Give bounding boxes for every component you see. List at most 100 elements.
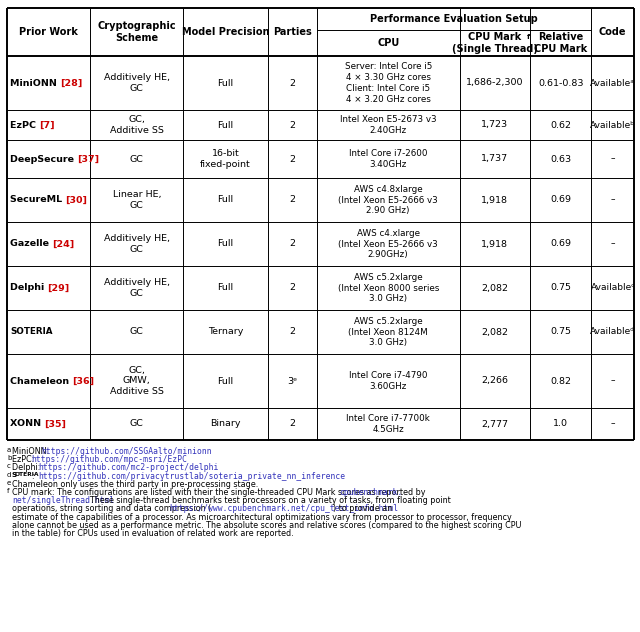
Text: [7]: [7]	[39, 121, 55, 130]
Text: 1,737: 1,737	[481, 154, 508, 164]
Text: Full: Full	[218, 284, 234, 293]
Text: GC: GC	[130, 154, 144, 164]
Text: net/singleThread.html: net/singleThread.html	[12, 496, 115, 505]
Text: f: f	[7, 488, 10, 494]
Text: 0.69: 0.69	[550, 240, 571, 248]
Text: Intel Xeon E5-2673 v3
2.40GHz: Intel Xeon E5-2673 v3 2.40GHz	[340, 115, 436, 135]
Text: [24]: [24]	[52, 240, 74, 248]
Text: https://github.com/SSGAalto/minionn: https://github.com/SSGAalto/minionn	[42, 447, 212, 456]
Text: 1,918: 1,918	[481, 195, 508, 205]
Text: [30]: [30]	[65, 195, 88, 205]
Text: CPU: CPU	[377, 38, 399, 48]
Text: in the table) for CPUs used in evaluation of related work are reported.: in the table) for CPUs used in evaluatio…	[12, 529, 294, 538]
Text: Additively HE,
GC: Additively HE, GC	[104, 73, 170, 93]
Text: [37]: [37]	[77, 154, 99, 164]
Text: 0.61-0.83: 0.61-0.83	[538, 78, 584, 87]
Text: [29]: [29]	[47, 284, 70, 293]
Text: AWS c5.2xlarge
(Intel Xeon 8124M
3.0 GHz): AWS c5.2xlarge (Intel Xeon 8124M 3.0 GHz…	[348, 317, 428, 347]
Text: 2: 2	[289, 154, 295, 164]
Text: alone cannot be used as a performance metric. The absolute scores and relative s: alone cannot be used as a performance me…	[12, 521, 522, 530]
Text: 2,266: 2,266	[481, 377, 508, 386]
Text: XONN: XONN	[10, 420, 44, 428]
Text: Ternary: Ternary	[208, 327, 243, 336]
Text: c: c	[7, 463, 11, 470]
Text: Cryptographic
Scheme: Cryptographic Scheme	[97, 21, 176, 43]
Text: https://github.com/privacytrustlab/soteria_private_nn_inference: https://github.com/privacytrustlab/soter…	[38, 471, 346, 480]
Text: Code: Code	[599, 27, 627, 37]
Text: SOTERIA: SOTERIA	[10, 327, 52, 336]
Text: 1,723: 1,723	[481, 121, 508, 130]
Text: Additively HE,
GC: Additively HE, GC	[104, 234, 170, 254]
Text: Full: Full	[218, 377, 234, 386]
Text: 1,686-2,300: 1,686-2,300	[466, 78, 524, 87]
Text: https://github.com/mc2-project/delphi: https://github.com/mc2-project/delphi	[38, 463, 219, 472]
Text: SecureML: SecureML	[10, 195, 65, 205]
Text: Full: Full	[218, 78, 234, 87]
Text: 0.63: 0.63	[550, 154, 572, 164]
Text: EzPC:: EzPC:	[12, 455, 36, 464]
Text: Full: Full	[218, 121, 234, 130]
Text: Intel Core i7-2600
3.40GHz: Intel Core i7-2600 3.40GHz	[349, 149, 428, 169]
Text: 0.75: 0.75	[550, 327, 571, 336]
Text: 2: 2	[289, 327, 295, 336]
Text: 0.75: 0.75	[550, 284, 571, 293]
Text: https://github.com/mpc-msri/EzPC: https://github.com/mpc-msri/EzPC	[31, 455, 188, 464]
Text: Availableᵃ: Availableᵃ	[590, 78, 635, 87]
Text: [35]: [35]	[44, 420, 67, 428]
Text: Availableᵇ: Availableᵇ	[590, 121, 636, 130]
Text: MiniONN: MiniONN	[10, 78, 60, 87]
Text: . These single-thread benchmarks test processors on a variety of tasks, from flo: . These single-thread benchmarks test pr…	[85, 496, 451, 505]
Text: 0.62: 0.62	[550, 121, 571, 130]
Text: AWS c4.xlarge
(Intel Xeon E5-2666 v3
2.90GHz): AWS c4.xlarge (Intel Xeon E5-2666 v3 2.9…	[339, 229, 438, 259]
Text: Chameleon only uses the third party in pre-processing stage.: Chameleon only uses the third party in p…	[12, 480, 259, 489]
Text: Binary: Binary	[211, 420, 241, 428]
Text: 2: 2	[289, 284, 295, 293]
Text: –: –	[611, 240, 615, 248]
Text: GC: GC	[130, 327, 144, 336]
Text: 2,777: 2,777	[481, 420, 508, 428]
Text: operations, string sorting and data compression (: operations, string sorting and data comp…	[12, 504, 211, 513]
Text: AWS c4.8xlarge
(Intel Xeon E5-2666 v3
2.90 GHz): AWS c4.8xlarge (Intel Xeon E5-2666 v3 2.…	[339, 185, 438, 216]
Text: Full: Full	[218, 195, 234, 205]
Text: Intel Core i7-7700k
4.5GHz: Intel Core i7-7700k 4.5GHz	[346, 414, 430, 434]
Text: Availableᶜ: Availableᶜ	[591, 284, 635, 293]
Text: b: b	[7, 455, 12, 461]
Text: 2: 2	[289, 420, 295, 428]
Text: Full: Full	[218, 240, 234, 248]
Text: Relative
CPU Mark: Relative CPU Mark	[534, 32, 588, 54]
Text: CPU mark: The configurations are listed with their the single-threaded CPU Mark : CPU mark: The configurations are listed …	[12, 488, 428, 497]
Text: a: a	[7, 447, 12, 453]
Text: –: –	[611, 154, 615, 164]
Text: Server: Intel Core i5
4 × 3.30 GHz cores
Client: Intel Core i5
4 × 3.20 GHz core: Server: Intel Core i5 4 × 3.30 GHz cores…	[344, 63, 432, 104]
Text: 2: 2	[289, 121, 295, 130]
Text: Availableᵈ: Availableᵈ	[590, 327, 635, 336]
Text: AWS c5.2xlarge
(Intel Xeon 8000 series
3.0 GHz): AWS c5.2xlarge (Intel Xeon 8000 series 3…	[337, 273, 439, 303]
Text: cpubenchmark.: cpubenchmark.	[339, 488, 403, 497]
Text: Model Precision: Model Precision	[182, 27, 269, 37]
Text: –: –	[611, 195, 615, 205]
Text: 0.82: 0.82	[550, 377, 571, 386]
Text: Performance Evaluation Setup: Performance Evaluation Setup	[370, 14, 538, 24]
Text: e: e	[7, 480, 12, 486]
Text: Delphi: Delphi	[10, 284, 47, 293]
Text: GC,
Additive SS: GC, Additive SS	[110, 115, 164, 135]
Text: ) to provide an: ) to provide an	[333, 504, 392, 513]
Text: 2: 2	[289, 195, 295, 205]
Text: Delphi:: Delphi:	[12, 463, 43, 472]
Text: –: –	[611, 420, 615, 428]
Text: Intel Core i7-4790
3.60GHz: Intel Core i7-4790 3.60GHz	[349, 371, 428, 391]
Text: S: S	[12, 471, 17, 478]
Text: Gazelle: Gazelle	[10, 240, 52, 248]
Text: 2: 2	[289, 78, 295, 87]
Text: EzPC: EzPC	[10, 121, 39, 130]
Text: d: d	[7, 471, 12, 478]
Text: OTERIA: OTERIA	[15, 471, 40, 477]
Text: 1,918: 1,918	[481, 240, 508, 248]
Text: Additively HE,
GC: Additively HE, GC	[104, 278, 170, 298]
Text: https://www.cpubenchmark.net/cpu_test_info.html: https://www.cpubenchmark.net/cpu_test_in…	[169, 504, 398, 513]
Text: 2,082: 2,082	[481, 284, 508, 293]
Text: MiniONN:: MiniONN:	[12, 447, 52, 456]
Text: Prior Work: Prior Work	[19, 27, 78, 37]
Text: 2: 2	[289, 240, 295, 248]
Text: Parties: Parties	[273, 27, 312, 37]
